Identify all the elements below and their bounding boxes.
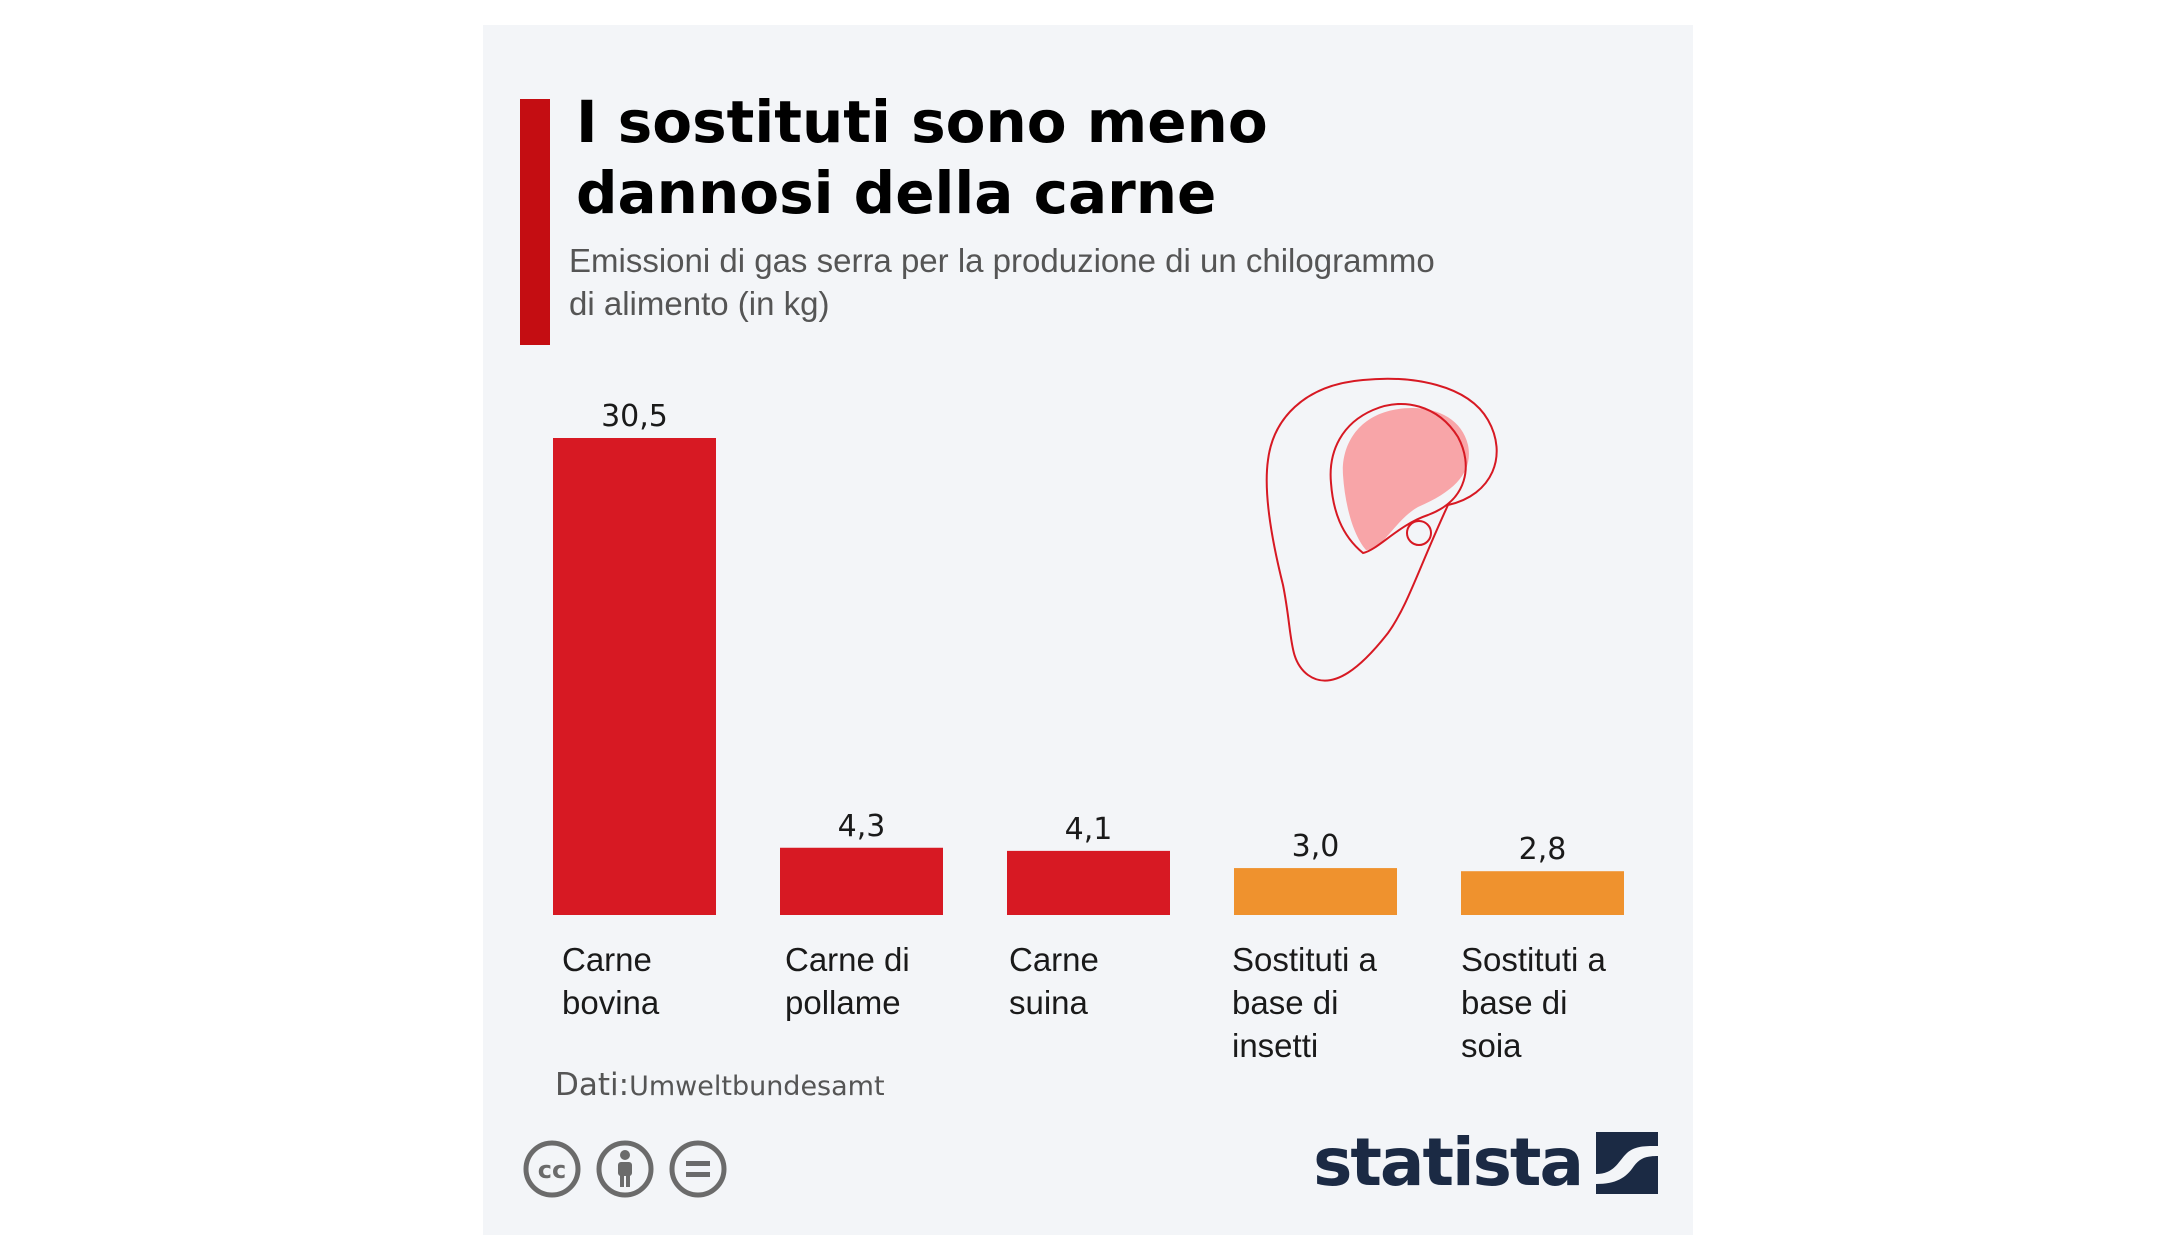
chart-subtitle-line-2: di alimento (in kg) <box>569 285 830 322</box>
category-label-line: Sostituti a <box>1461 941 1606 978</box>
chart-subtitle-line-1: Emissioni di gas serra per la produzione… <box>569 242 1435 279</box>
statista-brand[interactable]: statista <box>1313 1123 1658 1203</box>
value-labels: 30,5 4,3 4,1 3,0 2,8 <box>601 399 1566 867</box>
category-label-line: insetti <box>1232 1027 1319 1064</box>
steak-inner-outline <box>1329 403 1467 555</box>
category-label-line: bovina <box>562 984 660 1021</box>
chart-title-line-2: dannosi della carne <box>576 159 1217 227</box>
category-label-sostituti-soia: Sostituti a base di soia <box>1461 938 1651 1067</box>
nd-icon[interactable] <box>669 1140 727 1198</box>
steak-outer-outline <box>1265 377 1498 682</box>
value-label: 4,1 <box>1065 812 1113 847</box>
title-accent-bar <box>520 99 550 345</box>
value-label: 3,0 <box>1292 829 1340 864</box>
chart-title: I sostituti sono meno dannosi della carn… <box>576 87 1626 229</box>
category-label-line: base di <box>1232 984 1339 1021</box>
category-label-line: pollame <box>785 984 901 1021</box>
category-label-carne-suina: Carne suina <box>1009 938 1199 1024</box>
category-label-carne-bovina: Carne bovina <box>562 938 752 1024</box>
category-label-line: Sostituti a <box>1232 941 1377 978</box>
bar-carne-suina <box>1007 850 1170 915</box>
category-label-line: soia <box>1461 1027 1522 1064</box>
chart-subtitle: Emissioni di gas serra per la produzione… <box>569 239 1569 325</box>
license-icons: cc <box>523 1140 727 1198</box>
category-label-line: suina <box>1009 984 1088 1021</box>
brand-wordmark: statista <box>1313 1124 1584 1201</box>
category-label-carne-di-pollame: Carne di pollame <box>785 938 975 1024</box>
by-icon[interactable] <box>596 1140 654 1198</box>
source-prefix: Dati: <box>555 1067 630 1103</box>
steak-meat <box>1342 408 1469 550</box>
category-label-line: Carne <box>1009 941 1099 978</box>
category-label-sostituti-insetti: Sostituti a base di insetti <box>1232 938 1422 1067</box>
svg-text:cc: cc <box>538 1156 566 1184</box>
bar-sostituti-a-base-di-insetti <box>1234 868 1397 915</box>
steak-icon <box>1265 377 1498 682</box>
bar-chart: 30,5 4,3 4,1 3,0 2,8 <box>553 377 1624 915</box>
chart-title-line-1: I sostituti sono meno <box>576 88 1268 156</box>
bar-sostituti-a-base-di-soia <box>1461 871 1624 915</box>
cc-icon[interactable]: cc <box>523 1140 581 1198</box>
category-label-line: Carne <box>562 941 652 978</box>
statista-logo-icon <box>1596 1132 1658 1194</box>
category-label-line: base di <box>1461 984 1568 1021</box>
bar-series <box>553 438 1624 915</box>
infographic-card: I sostituti sono meno dannosi della carn… <box>483 25 1693 1235</box>
category-label-line: Carne di <box>785 941 910 978</box>
source-note: Dati:Umweltbundesamt <box>555 1067 885 1103</box>
value-label: 4,3 <box>838 809 886 844</box>
steak-bone <box>1406 520 1432 546</box>
source-name[interactable]: Umweltbundesamt <box>629 1071 885 1102</box>
bar-carne-bovina <box>553 438 716 915</box>
value-label: 30,5 <box>601 399 668 434</box>
value-label: 2,8 <box>1519 832 1567 867</box>
bar-carne-di-pollame <box>780 847 943 915</box>
